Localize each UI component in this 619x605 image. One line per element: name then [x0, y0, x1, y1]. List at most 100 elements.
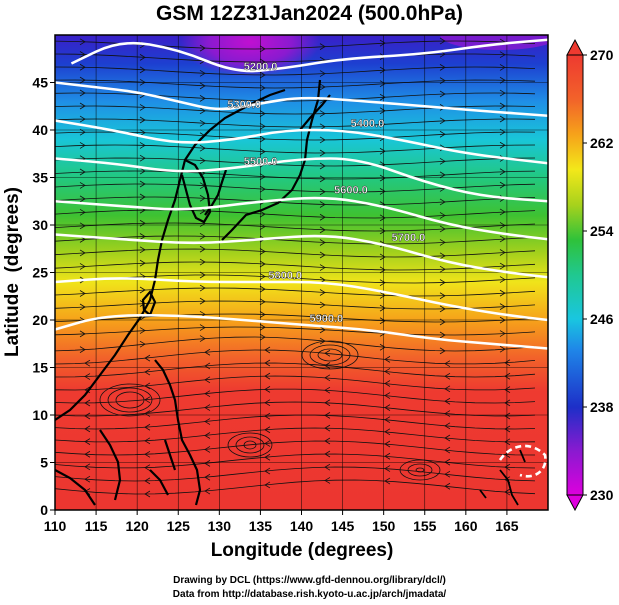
y-tick-label: 30 [32, 217, 48, 233]
streamline-arrow [444, 410, 451, 417]
streamline-arrow [324, 374, 331, 382]
streamline-arrow [499, 64, 506, 71]
y-tick-label: 45 [32, 75, 48, 91]
streamline-arrow [264, 467, 271, 475]
streamline-arrow [384, 428, 391, 436]
streamline-arrow [499, 276, 506, 283]
streamline-arrow [439, 157, 446, 165]
streamline-arrow [144, 477, 151, 485]
streamline-arrow [499, 89, 506, 97]
contour-line [55, 277, 548, 322]
x-tick-label: 145 [331, 518, 355, 534]
streamline-arrow [379, 39, 386, 47]
x-tick-label: 135 [249, 518, 273, 534]
streamline-arrow [139, 154, 146, 162]
streamline [55, 349, 536, 365]
streamline-arrow [204, 446, 211, 453]
streamline-arrow [79, 290, 86, 297]
streamline-arrow [139, 286, 146, 294]
streamline [55, 105, 536, 115]
streamline [55, 466, 536, 482]
streamline-arrow [324, 386, 331, 394]
streamline [55, 287, 536, 297]
streamline-arrow [504, 438, 511, 446]
streamline-arrow [319, 162, 326, 170]
contour-line [55, 81, 548, 118]
circulation-eddy [317, 348, 343, 362]
streamline-arrow [139, 180, 146, 188]
streamline-arrow [439, 265, 446, 273]
contour-label: 5800.0 [268, 270, 302, 282]
wind-streamlines [55, 37, 536, 498]
streamline-arrow [319, 226, 326, 234]
streamline-arrow [199, 232, 206, 240]
x-tick-label: 125 [167, 518, 191, 534]
streamline-arrow [144, 437, 151, 445]
streamline-arrow [139, 167, 146, 175]
streamline-arrow [504, 425, 511, 433]
streamline-arrow [144, 490, 151, 498]
streamline-arrow [204, 487, 211, 495]
contour-label: 5900.0 [310, 313, 344, 325]
y-axis-label: Latitude (degrees) [2, 187, 23, 357]
streamline-arrow [324, 349, 331, 357]
streamline-arrow [199, 107, 206, 115]
streamline [55, 362, 536, 378]
streamline-arrow [259, 84, 266, 92]
streamline-arrow [439, 252, 446, 260]
coastline-taiwan [141, 290, 157, 317]
streamline-arrow [139, 300, 146, 307]
streamline-arrow [384, 380, 391, 387]
streamline-arrow [199, 258, 206, 266]
streamline-arrow [324, 450, 331, 458]
streamline [55, 79, 536, 89]
streamline-arrow [139, 233, 146, 240]
streamline-arrow [144, 423, 151, 431]
streamline-arrow [384, 392, 391, 399]
streamline-arrow [499, 141, 506, 149]
streamline-arrow [264, 440, 271, 447]
streamline-arrow [259, 122, 266, 130]
streamline-arrow [79, 76, 86, 84]
streamline-arrow [319, 110, 326, 117]
streamline [55, 261, 536, 271]
streamline [55, 157, 536, 167]
circulation-eddy [301, 340, 359, 370]
streamline-arrow [139, 340, 146, 348]
streamline [55, 326, 536, 336]
streamline-arrow [439, 239, 446, 246]
colorbar-tick-label: 238 [590, 399, 614, 415]
streamline-arrow [384, 477, 391, 485]
streamline-arrow [499, 168, 506, 176]
streamline-arrow [259, 210, 266, 218]
streamline-arrow [379, 253, 386, 261]
streamline-arrow [379, 343, 386, 351]
streamline-arrow [79, 195, 86, 203]
streamline-arrow [139, 129, 146, 137]
streamline-arrow [259, 173, 266, 181]
x-tick-label: 155 [413, 518, 437, 534]
x-axis-ticks: 110 115 120 125 130 135 140 145 150 155 160 165 [44, 510, 519, 534]
circulation-eddy [99, 383, 161, 417]
streamline-arrow [319, 70, 326, 77]
streamline-arrow [139, 116, 146, 124]
streamline-arrow [204, 418, 211, 425]
streamline-arrow [79, 208, 86, 216]
streamline-arrow [379, 317, 386, 325]
y-tick-label: 5 [40, 455, 48, 471]
contour-line [55, 196, 548, 241]
streamline-arrow [439, 198, 446, 206]
streamline-arrow [259, 311, 266, 318]
x-tick-label: 140 [290, 518, 314, 534]
streamline-arrow [439, 130, 446, 138]
streamline-arrow [79, 330, 86, 338]
streamline-arrow [499, 235, 506, 243]
geopotential-height-contours [55, 38, 548, 350]
streamline-arrow [144, 396, 151, 404]
streamline-arrow [439, 347, 446, 355]
coastline-pacific-islands [479, 449, 526, 506]
streamline [55, 375, 536, 391]
x-tick-label: 130 [208, 518, 232, 534]
streamline-arrow [444, 446, 451, 454]
streamline [55, 183, 536, 193]
